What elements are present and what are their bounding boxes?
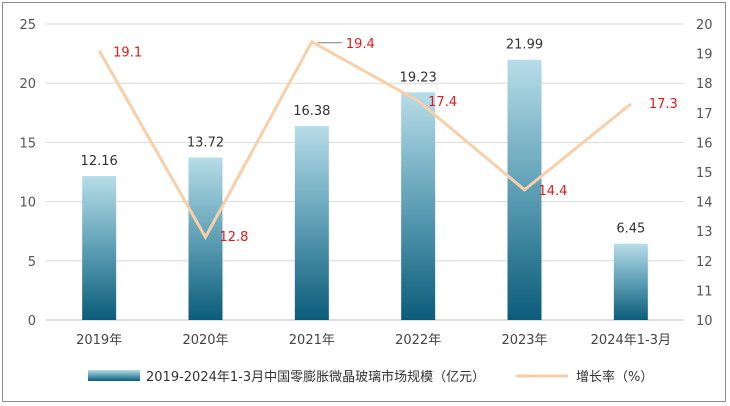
bar xyxy=(401,92,436,320)
category-labels: 2019年 2020年 2021年 2022年 2023年 2024年1-3月 xyxy=(76,333,671,348)
left-tick-label: 25 xyxy=(19,18,36,33)
left-tick-label: 15 xyxy=(19,136,36,151)
bar xyxy=(82,176,117,320)
right-tick-label: 12 xyxy=(696,255,713,270)
gridlines xyxy=(46,23,684,321)
category-label: 2021年 xyxy=(289,333,335,348)
left-axis-ticks: 0 5 10 15 20 25 xyxy=(19,18,36,329)
growth-rate-labels: 19.1 12.8 19.4 17.4 14.4 17.3 xyxy=(113,37,678,245)
category-label: 2022年 xyxy=(395,333,441,348)
right-tick-label: 20 xyxy=(696,18,713,33)
bar-value-label: 19.23 xyxy=(400,70,437,85)
bar-value-label: 12.16 xyxy=(81,154,118,169)
left-tick-label: 10 xyxy=(19,196,36,211)
category-label: 2019年 xyxy=(76,333,122,348)
right-tick-label: 17 xyxy=(696,107,713,122)
right-tick-label: 13 xyxy=(696,225,713,240)
left-tick-label: 0 xyxy=(28,314,36,329)
rate-value-label: 12.8 xyxy=(220,230,249,245)
right-tick-label: 14 xyxy=(696,196,713,211)
growth-line-path xyxy=(97,39,632,241)
growth-line xyxy=(97,39,632,241)
bars xyxy=(82,59,648,321)
category-label: 2020年 xyxy=(182,333,228,348)
left-tick-label: 20 xyxy=(19,77,36,92)
bar xyxy=(613,243,648,320)
legend: 2019-2024年1-3月中国零膨胀微晶玻璃市场规模（亿元） 增长率（%） xyxy=(88,369,653,385)
category-label: 2024年1-3月 xyxy=(591,333,671,348)
legend-line-label: 增长率（%） xyxy=(576,369,653,385)
right-tick-label: 15 xyxy=(696,166,713,181)
right-tick-label: 19 xyxy=(696,48,713,63)
right-axis-ticks: 10 11 12 13 14 15 16 17 18 19 20 xyxy=(696,18,713,329)
category-label: 2023年 xyxy=(501,333,547,348)
legend-bar-swatch xyxy=(88,370,140,381)
bar-value-label: 16.38 xyxy=(293,104,330,119)
left-tick-label: 5 xyxy=(28,255,36,270)
bar-value-labels: 12.16 13.72 16.38 19.23 21.99 6.45 xyxy=(81,38,646,237)
rate-value-label: 14.4 xyxy=(539,184,568,199)
rate-value-label: 19.4 xyxy=(346,37,375,52)
right-tick-label: 18 xyxy=(696,77,713,92)
rate-value-label: 19.1 xyxy=(113,46,142,61)
legend-bar-label: 2019-2024年1-3月中国零膨胀微晶玻璃市场规模（亿元） xyxy=(146,369,485,385)
rate-value-label: 17.3 xyxy=(649,97,678,112)
bar-value-label: 21.99 xyxy=(506,38,543,53)
right-tick-label: 16 xyxy=(696,136,713,151)
bar-value-label: 6.45 xyxy=(616,222,645,237)
bar-value-label: 13.72 xyxy=(187,136,224,151)
bar xyxy=(294,126,329,321)
rate-value-label: 17.4 xyxy=(428,95,457,110)
right-tick-label: 11 xyxy=(696,284,713,299)
right-tick-label: 10 xyxy=(696,314,713,329)
